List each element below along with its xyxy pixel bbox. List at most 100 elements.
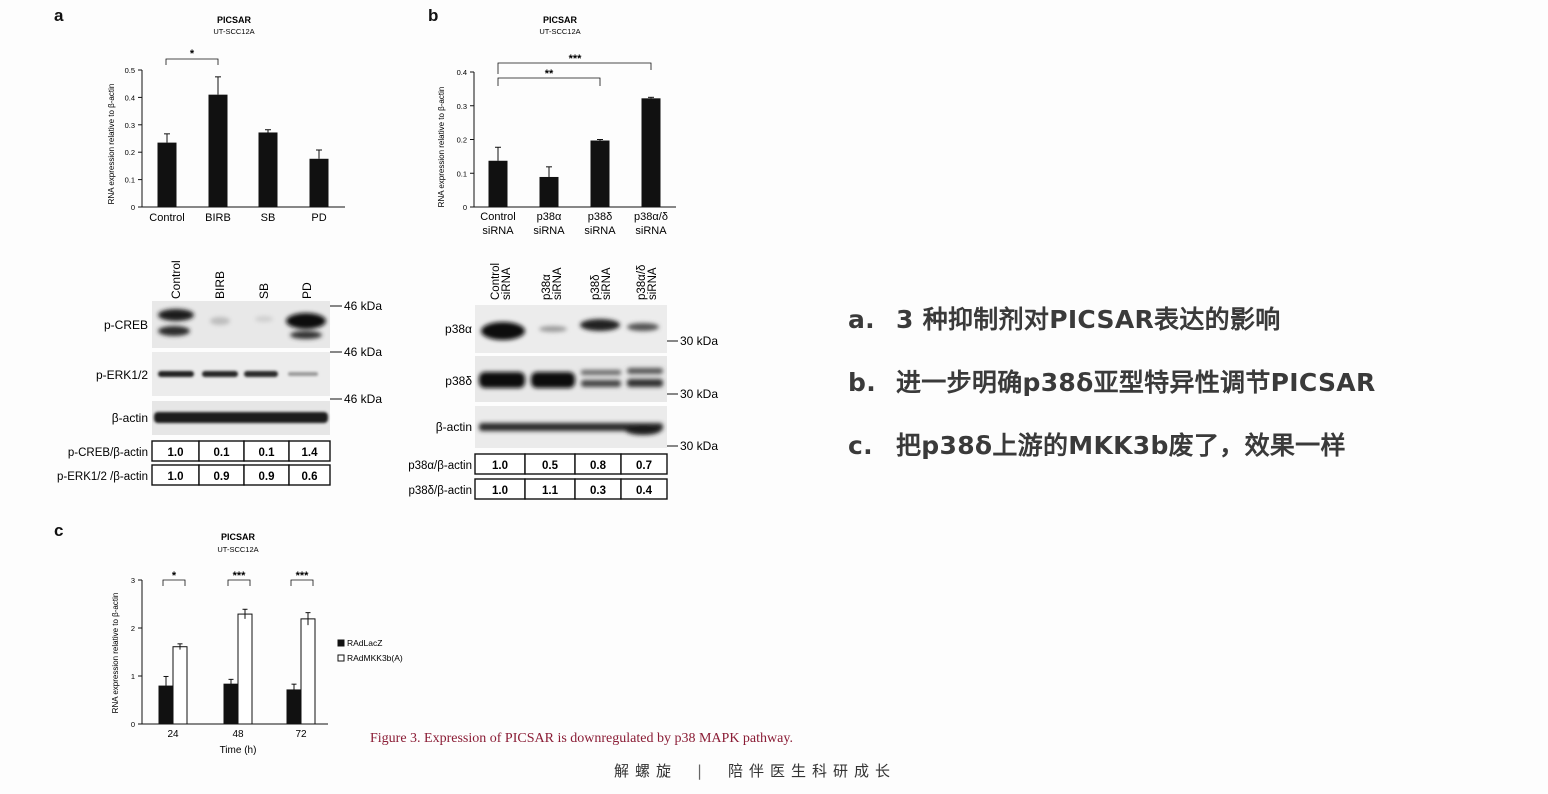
panel-b-ytick-label: 0.2	[457, 136, 467, 145]
note-b: b. 进一步明确p38δ亚型特异性调节PICSAR	[848, 363, 1528, 399]
b-quant-value: 0.7	[636, 460, 652, 472]
panel-b-xtick-label: Control	[480, 211, 515, 223]
a-row-label-1: p-CREB	[104, 318, 148, 332]
note-b-key: b.	[848, 368, 876, 397]
b-band-bactin	[479, 423, 663, 431]
a-quant-value: 0.1	[214, 447, 231, 459]
b-band-bactin-4	[625, 425, 661, 435]
a-quant-label: p-CREB/β-actin	[68, 447, 148, 459]
panel-a-chart: PICSAR UT-SCC12A RNA expression relative…	[107, 15, 345, 224]
panel-c-sig: ***	[233, 570, 247, 582]
a-quant-cell	[288, 440, 331, 462]
b-lane-label: p38α/δ	[636, 265, 648, 300]
a-marker-2: 46 kDa	[344, 345, 382, 359]
a-quant-value: 1.4	[302, 447, 319, 459]
panel-a-ylabel: RNA expression relative to β-actin	[107, 84, 116, 205]
panel-b-subtitle: UT-SCC12A	[539, 27, 580, 36]
b-band-p38a-1	[481, 322, 525, 340]
panel-c-title: PICSAR	[221, 532, 256, 542]
panel-a-bar	[157, 142, 177, 207]
b-band-p38d-1	[479, 372, 525, 388]
panel-b-xtick-label: p38α	[537, 211, 562, 223]
note-c: c. 把p38δ上游的MKK3b废了，效果一样	[848, 426, 1528, 462]
panel-a-blot: Control BIRB SB PD p-CREB p-ERK1/2 β-actin …	[57, 260, 382, 486]
panel-c-sig-bracket	[162, 579, 186, 586]
note-a-key: a.	[848, 305, 875, 334]
panel-a-ytick-label: 0.2	[125, 148, 135, 157]
panel-c-ylabel: RNA expression relative to β-actin	[111, 593, 120, 714]
panel-b-sig-bracket-top	[497, 62, 652, 74]
panel-a-ytick-label: 0.3	[125, 121, 135, 130]
a-quant-value: 0.9	[259, 471, 275, 483]
a-row-label-3: β-actin	[112, 411, 148, 425]
a-band-pcreb-1	[158, 309, 194, 321]
b-band-p38a-4	[627, 323, 659, 331]
panel-c-ytick-label: 1	[131, 672, 135, 681]
b-quant-value: 0.4	[636, 485, 653, 497]
panel-a-sig: *	[190, 48, 195, 60]
note-c-text: 把p38δ上游的MKK3b废了，效果一样	[896, 431, 1346, 460]
panel-b-xtick-label: p38δ	[588, 211, 612, 223]
a-band-pcreb-2	[210, 317, 230, 325]
a-band-pcreb-4b	[290, 331, 322, 339]
panel-a-xtick-label: PD	[311, 212, 326, 224]
panel-b-bar	[488, 160, 508, 207]
notes-list: a. 3 种抑制剂对PICSAR表达的影响 b. 进一步明确p38δ亚型特异性调节P…	[848, 300, 1528, 489]
panel-a-ytick-label: 0	[131, 203, 135, 212]
a-quant-label: p-ERK1/2 /β-actin	[57, 471, 148, 483]
a-band-pcreb-4	[286, 313, 326, 329]
b-lane-label: p38δ	[590, 274, 602, 300]
b-quant-label: p38α/β-actin	[408, 460, 472, 472]
a-quant-value: 1.0	[168, 471, 184, 483]
panel-a-subtitle: UT-SCC12A	[213, 27, 254, 36]
b-band-p38a-2	[539, 326, 567, 332]
panel-c-legend-label: RAdLacZ	[347, 638, 382, 648]
b-marker-2: 30 kDa	[680, 387, 718, 401]
b-marker-1: 30 kDa	[680, 334, 718, 348]
panel-a-xtick-label: Control	[149, 212, 184, 224]
panel-c-bar	[300, 618, 316, 725]
panel-b-ylabel: RNA expression relative to β-actin	[437, 87, 446, 208]
panel-c-sig-bracket	[290, 579, 314, 586]
a-row-label-2: p-ERK1/2	[96, 368, 148, 382]
note-a: a. 3 种抑制剂对PICSAR表达的影响	[848, 300, 1528, 336]
panel-b-chart: PICSAR UT-SCC12A RNA expression relative…	[437, 15, 676, 237]
panel-c-ytick-label: 2	[131, 624, 135, 633]
b-quant-value: 1.1	[542, 485, 559, 497]
panel-c-legend-swatch	[337, 639, 345, 647]
panel-b-xtick-label: p38α/δ	[634, 211, 668, 223]
b-lane-label-2: siRNA	[601, 267, 613, 300]
panel-c-legend-swatch	[337, 654, 345, 662]
panel-a-ytick-label: 0.1	[125, 176, 135, 185]
figure-caption: Figure 3. Expression of PICSAR is downre…	[370, 731, 793, 746]
a-quant-cell	[288, 464, 331, 486]
a-quant-value: 0.9	[214, 471, 230, 483]
panel-c-sig: *	[172, 570, 177, 582]
panel-b-ytick-label: 0	[463, 203, 467, 212]
b-lane-label-2: siRNA	[501, 267, 513, 300]
panel-b-title: PICSAR	[543, 15, 578, 25]
panel-a-bar	[309, 158, 329, 207]
b-band-p38a-3	[580, 319, 620, 331]
b-band-p38d-2	[531, 372, 575, 388]
panel-c-bar	[172, 646, 188, 725]
b-lane-label: Control	[490, 263, 502, 300]
panel-b-sig-top: ***	[569, 53, 583, 65]
footer-brand: 解螺旋	[613, 762, 677, 780]
panel-c-subtitle: UT-SCC12A	[217, 545, 258, 554]
panel-a-xtick-label: SB	[261, 212, 276, 224]
panel-a-bar	[258, 132, 278, 207]
panel-b-ytick-label: 0.3	[457, 102, 467, 111]
note-a-text: 3 种抑制剂对PICSAR表达的影响	[896, 305, 1281, 334]
a-band-perk-3	[244, 371, 278, 377]
panel-c-xtick-label: 72	[295, 729, 307, 740]
panel-c-chart: PICSAR UT-SCC12A RNA expression relative…	[111, 532, 403, 756]
a-band-bactin	[154, 412, 328, 423]
panel-b-xtick-label-2: siRNA	[533, 225, 565, 237]
a-band-pcreb-1b	[158, 326, 190, 336]
a-quant-value: 1.0	[168, 447, 184, 459]
panel-b-xtick-label-2: siRNA	[482, 225, 514, 237]
a-lane-label: SB	[257, 283, 271, 299]
footer-separator: |	[696, 762, 709, 780]
note-c-key: c.	[848, 431, 873, 460]
